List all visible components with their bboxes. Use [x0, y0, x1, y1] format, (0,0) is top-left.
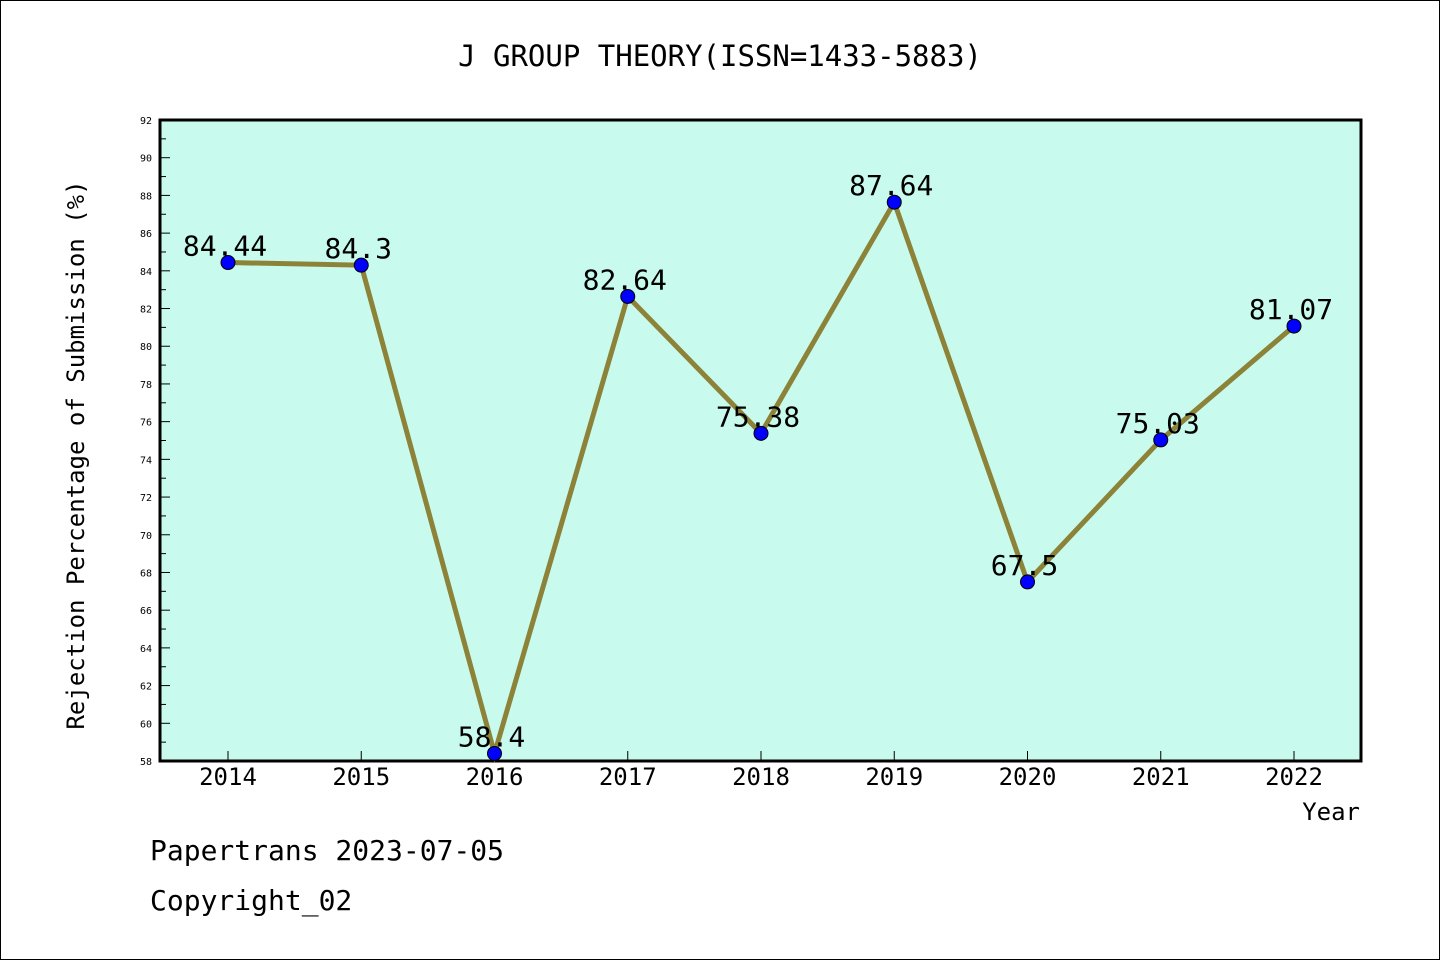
y-axis-label: Rejection Percentage of Submission (%): [62, 180, 90, 729]
x-tick-label: 2017: [599, 763, 657, 791]
y-tick-label: 78: [140, 380, 152, 391]
y-tick-label: 88: [140, 191, 152, 202]
data-point-marker: [1020, 574, 1035, 590]
data-point-marker: [1153, 432, 1169, 448]
y-tick-label: 76: [140, 418, 152, 429]
data-point-marker: [1286, 318, 1302, 334]
y-tick-label: 68: [140, 568, 152, 579]
x-tick-label: 2020: [999, 763, 1057, 791]
y-tick-label: 60: [140, 719, 152, 730]
data-markers: [220, 194, 1302, 761]
y-tick-label: 58: [140, 757, 152, 768]
data-point-marker: [487, 745, 502, 761]
y-tick-label: 70: [140, 531, 152, 542]
data-point-marker: [886, 194, 902, 210]
y-tick-label: 64: [140, 644, 152, 655]
y-axis-ticks: 58 60 62 64 66 68 70 72 74 76 78 80 82 84 86 88 90 92: [140, 116, 170, 768]
data-label: 84.3: [325, 232, 392, 265]
y-tick-label: 74: [140, 455, 152, 466]
data-label: 75.03: [1116, 407, 1200, 440]
data-label: 67.5: [991, 549, 1058, 582]
y-tick-label: 82: [140, 305, 152, 316]
data-point-marker: [620, 288, 636, 304]
footer-date-line: Papertrans 2023-07-05: [150, 834, 505, 867]
data-label: 75.38: [716, 400, 800, 433]
data-label: 84.44: [183, 230, 267, 263]
x-tick-label: 2014: [199, 763, 257, 791]
data-point-marker: [220, 255, 236, 271]
y-tick-label: 62: [140, 682, 152, 693]
y-tick-label: 80: [140, 342, 152, 353]
data-label: 82.64: [583, 263, 667, 296]
y-tick-label: 84: [140, 267, 152, 278]
data-point-marker: [753, 425, 769, 441]
x-tick-label: 2021: [1132, 763, 1190, 791]
x-axis-label: Year: [1302, 798, 1360, 826]
x-tick-label: 2019: [865, 763, 923, 791]
y-tick-label: 66: [140, 606, 152, 617]
y-tick-label: 86: [140, 229, 152, 240]
x-axis-ticks: 2014 2015 2016 2017 2018 2019 2020 2021 2022: [199, 751, 1323, 791]
data-label: 81.07: [1249, 293, 1333, 326]
data-label: 87.64: [849, 169, 933, 202]
x-tick-label: 2016: [466, 763, 524, 791]
footer-copyright-line: Copyright_02: [150, 884, 353, 917]
x-tick-label: 2018: [732, 763, 790, 791]
data-point-marker: [353, 257, 369, 273]
data-label: 58.4: [458, 720, 525, 753]
y-tick-label: 90: [140, 154, 152, 165]
chart-title: J GROUP THEORY(ISSN=1433-5883): [458, 39, 982, 73]
y-tick-label: 72: [140, 493, 152, 504]
y-tick-label: 92: [140, 116, 152, 127]
data-labels: 84.44 84.3 58.4 82.64 75.38 87.64 67.5 75.03 81.…: [183, 169, 1333, 753]
x-tick-label: 2015: [332, 763, 390, 791]
x-tick-label: 2022: [1265, 763, 1323, 791]
